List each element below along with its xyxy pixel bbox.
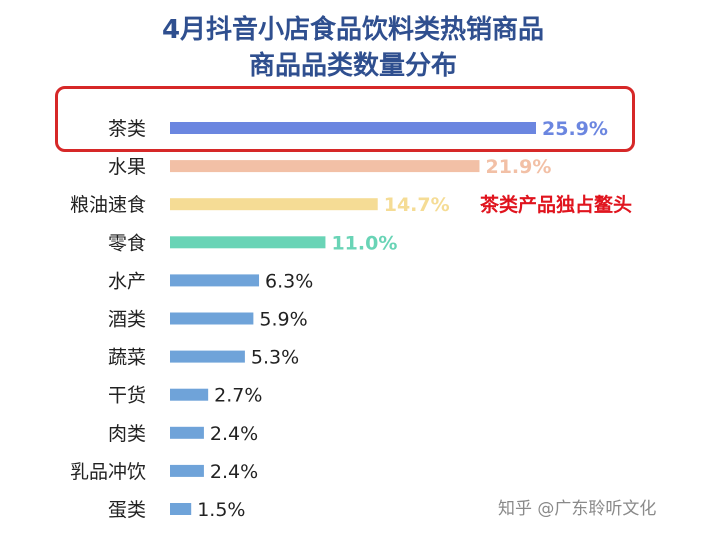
bar (170, 274, 260, 287)
category-label: 茶类 (108, 118, 146, 140)
value-label: 21.9% (485, 156, 551, 178)
value-label: 11.0% (331, 232, 397, 254)
category-label: 干货 (108, 385, 146, 407)
annotation-text: 茶类产品独占鳌头 (480, 194, 633, 216)
bar (170, 503, 192, 515)
bar (170, 464, 204, 477)
value-label: 2.4% (210, 461, 258, 483)
value-label: 1.5% (197, 499, 245, 521)
chart-title-line1: 4月抖音小店食品饮料类热销商品 (161, 15, 545, 45)
bar (170, 122, 536, 134)
value-label: 25.9% (542, 118, 608, 140)
chart-title-line2: 商品品类数量分布 (248, 51, 457, 81)
category-label: 酒类 (108, 309, 146, 331)
highlight-box (55, 86, 635, 152)
bar (170, 236, 326, 249)
bar (170, 312, 254, 325)
watermark: 知乎 @广东聆听文化 (498, 499, 657, 519)
value-label: 2.4% (210, 423, 258, 445)
value-label: 2.7% (214, 385, 262, 407)
value-label: 5.9% (259, 309, 307, 331)
category-label: 蛋类 (108, 499, 146, 521)
category-label: 粮油速食 (70, 194, 146, 216)
bar (170, 350, 245, 363)
value-label: 5.3% (251, 347, 299, 369)
category-label: 水果 (108, 156, 146, 178)
bar (170, 198, 378, 211)
bar (170, 426, 204, 439)
category-label: 蔬菜 (108, 347, 146, 369)
value-label: 6.3% (265, 270, 313, 292)
bar (170, 388, 209, 401)
value-label: 14.7% (384, 194, 450, 216)
category-label: 零食 (108, 232, 146, 254)
category-label: 水产 (108, 270, 146, 292)
bar (170, 160, 480, 173)
category-label: 乳品冲饮 (70, 461, 146, 483)
category-label: 肉类 (108, 423, 146, 445)
